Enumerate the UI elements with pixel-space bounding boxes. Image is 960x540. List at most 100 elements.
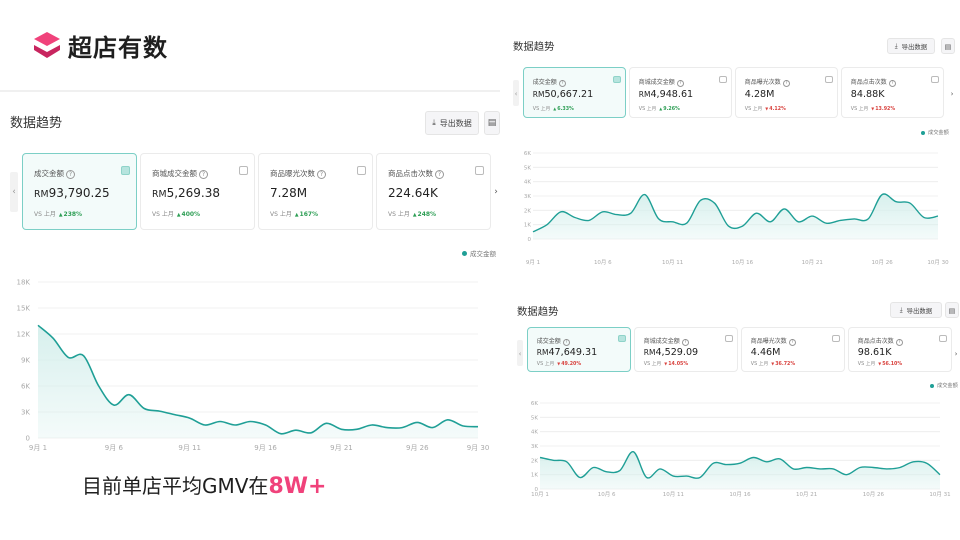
- metric-card[interactable]: 商城成交金额? RM5,269.38 VS 上月 ▲400%: [140, 153, 255, 230]
- metric-checkbox[interactable]: [613, 76, 621, 84]
- metric-label-text: 商品点击次数: [857, 338, 894, 346]
- metric-checkbox[interactable]: [832, 335, 840, 343]
- metric-label: 成交金额?: [34, 168, 75, 179]
- arrow-up-icon: ▲: [412, 213, 417, 219]
- metric-checkbox[interactable]: [618, 335, 626, 343]
- series-line: [539, 451, 941, 479]
- carousel-next-button[interactable]: ›: [954, 348, 958, 358]
- metric-card[interactable]: 商品曝光次数? 4.46M VS 上月 ▼36.72%: [741, 327, 845, 372]
- metric-checkbox[interactable]: [121, 166, 130, 176]
- change-value: ▲400%: [177, 211, 200, 218]
- metric-checkbox[interactable]: [725, 335, 733, 343]
- metric-label-text: 成交金额: [532, 79, 557, 87]
- export-data-button[interactable]: ⤓ 导出数据: [887, 38, 935, 54]
- export-data-button[interactable]: ⤓ 导出数据: [425, 111, 479, 135]
- metric-value: RM93,790.25: [34, 186, 110, 200]
- series-area: [540, 451, 940, 489]
- legend-label: 成交金额: [937, 383, 958, 389]
- metric-card[interactable]: 商品曝光次数? 7.28M VS 上月 ▲167%: [258, 153, 373, 230]
- change-value: ▲6.33%: [553, 106, 574, 112]
- legend-dot-icon: [930, 383, 934, 388]
- carousel-next-button[interactable]: ›: [494, 187, 498, 197]
- metric-card[interactable]: 成交金额? RM50,667.21 VS 上月 ▲6.33%: [523, 67, 626, 118]
- x-tick-label: 10月 11: [662, 259, 683, 266]
- metric-checkbox[interactable]: [475, 166, 484, 176]
- compare-label: VS 上月: [850, 106, 869, 112]
- metric-label-text: 商品点击次数: [850, 79, 887, 87]
- compare-label: VS 上月: [532, 106, 551, 112]
- metric-checkbox[interactable]: [719, 76, 727, 84]
- metric-label: 商城成交金额?: [639, 77, 684, 88]
- metric-value: RM4,948.61: [639, 89, 693, 100]
- x-tick-label: 10月 31: [929, 491, 950, 498]
- metric-value: RM5,269.38: [152, 186, 220, 200]
- change-percent: 36.72%: [775, 362, 796, 368]
- y-tick-label: 15K: [17, 304, 31, 312]
- metric-value-text: 4,529.09: [655, 346, 699, 358]
- y-tick-label: 2K: [524, 208, 531, 214]
- metric-compare: VS 上月 ▼49.20%: [537, 360, 581, 367]
- save-icon[interactable]: ▤: [484, 111, 500, 135]
- x-tick-label: 10月 6: [598, 491, 616, 498]
- metric-checkbox[interactable]: [239, 166, 248, 176]
- arrow-down-icon: ▼: [557, 361, 561, 367]
- carousel-prev-button[interactable]: ‹: [513, 80, 519, 106]
- y-tick-label: 6K: [21, 382, 30, 390]
- caption-highlight: 8W+: [268, 474, 327, 499]
- change-value: ▲248%: [413, 211, 436, 218]
- x-tick-label: 10月 26: [872, 259, 894, 266]
- metric-value-text: 47,649.31: [548, 346, 598, 358]
- metric-compare: VS 上月 ▼13.92%: [851, 105, 895, 112]
- compare-label: VS 上月: [536, 362, 555, 368]
- metric-value: RM47,649.31: [537, 347, 597, 358]
- metric-card[interactable]: 商城成交金额? RM4,948.61 VS 上月 ▲9.26%: [629, 67, 732, 118]
- metric-checkbox[interactable]: [939, 335, 947, 343]
- help-icon: ?: [782, 80, 790, 88]
- compare-label: VS 上月: [857, 362, 876, 368]
- carousel-prev-button[interactable]: ‹: [10, 172, 18, 212]
- metric-checkbox[interactable]: [825, 76, 833, 84]
- currency-label: RM: [643, 347, 656, 357]
- y-tick-label: 5K: [524, 165, 531, 171]
- change-percent: 56.10%: [882, 362, 903, 368]
- panel-title: 数据趋势: [517, 306, 559, 318]
- save-icon[interactable]: ▤: [945, 302, 959, 318]
- metric-card[interactable]: 商城成交金额? RM4,529.09 VS 上月 ▼14.05%: [634, 327, 738, 372]
- metric-card[interactable]: 成交金额? RM93,790.25 VS 上月 ▲238%: [22, 153, 137, 230]
- metric-label: 商城成交金额?: [644, 336, 689, 347]
- y-tick-label: 4K: [531, 430, 538, 436]
- metric-value: 224.64K: [388, 186, 438, 200]
- change-value: ▲167%: [295, 211, 318, 218]
- change-value: ▼56.10%: [878, 361, 903, 368]
- currency-label: RM: [532, 90, 545, 100]
- y-tick-label: 1K: [531, 473, 538, 479]
- metric-value: RM50,667.21: [533, 89, 593, 100]
- metric-checkbox[interactable]: [931, 76, 939, 84]
- currency-label: RM: [638, 90, 651, 100]
- metric-card[interactable]: 商品点击次数? 84.88K VS 上月 ▼13.92%: [841, 67, 944, 118]
- trend-chart: 0 1K 2K 3K 4K 5K 6K 9月 1 10月 6 10月 11 10月 16 10月 21…: [524, 151, 949, 266]
- trend-panel-main: 数据趋势 ⤓ 导出数据 ▤ ‹ › 成交金额? RM93,790.25 VS 上月 ▲238% 商城…: [0, 100, 500, 470]
- x-tick-label: 9月 6: [105, 444, 124, 452]
- arrow-up-icon: ▲: [58, 213, 63, 219]
- arrow-up-icon: ▲: [294, 213, 299, 219]
- y-tick-label: 6K: [524, 151, 531, 157]
- export-data-button[interactable]: ⤓ 导出数据: [890, 302, 942, 318]
- metric-label-text: 商品点击次数: [388, 168, 433, 178]
- help-icon: ?: [199, 169, 208, 179]
- metric-value-text: 4.28M: [744, 89, 775, 101]
- metric-label: 商品点击次数?: [850, 77, 896, 88]
- metric-card[interactable]: 成交金额? RM47,649.31 VS 上月 ▼49.20%: [527, 327, 631, 372]
- metric-card[interactable]: 商品曝光次数? 4.28M VS 上月 ▼4.12%: [735, 67, 838, 118]
- metric-value-text: 98.61K: [857, 346, 892, 358]
- metric-checkbox[interactable]: [357, 166, 366, 176]
- chart-legend: 成交金额: [921, 129, 949, 136]
- change-percent: 6.33%: [557, 106, 574, 112]
- carousel-next-button[interactable]: ›: [950, 88, 954, 98]
- y-tick-label: 18K: [17, 278, 31, 286]
- metric-card[interactable]: 商品点击次数? 98.61K VS 上月 ▼56.10%: [848, 327, 952, 372]
- carousel-prev-button[interactable]: ‹: [517, 340, 523, 366]
- metric-card[interactable]: 商品点击次数? 224.64K VS 上月 ▲248%: [376, 153, 491, 230]
- metric-label: 商品曝光次数?: [751, 336, 796, 347]
- save-icon[interactable]: ▤: [941, 38, 955, 54]
